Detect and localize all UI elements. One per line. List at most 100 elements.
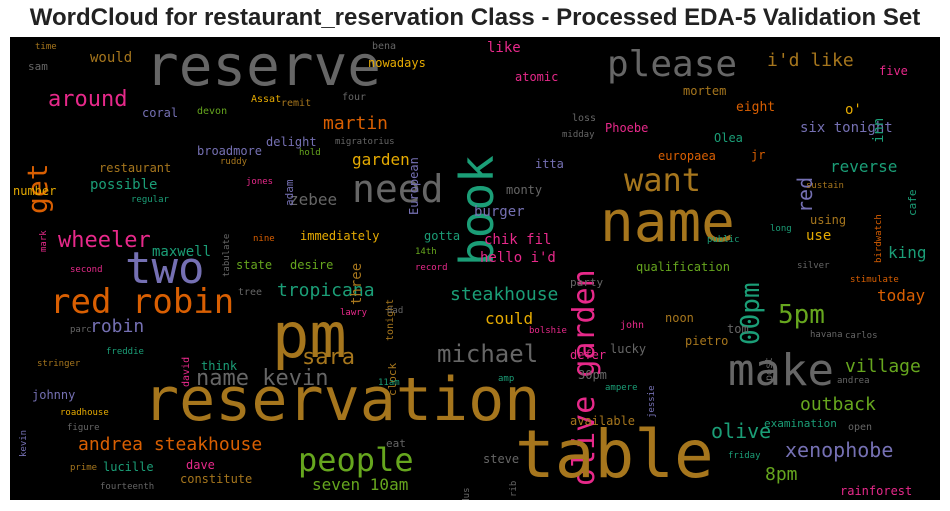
- word-tom: tom: [727, 322, 749, 336]
- word-atomic: atomic: [515, 70, 559, 84]
- word-adam: adam: [283, 179, 296, 206]
- word-john: john: [620, 320, 645, 331]
- word-time: time: [35, 42, 57, 52]
- word-johnny: johnny: [32, 388, 76, 402]
- word-friday: friday: [728, 451, 761, 461]
- word-ampere: ampere: [605, 383, 638, 393]
- word-andrea-steakhouse: andrea steakhouse: [78, 434, 263, 455]
- word-lawry: lawry: [340, 308, 368, 318]
- word-defer: defer: [570, 348, 607, 362]
- word-zebee: zebee: [289, 190, 338, 209]
- word-dave: dave: [186, 458, 215, 472]
- word-noon: noon: [665, 311, 694, 325]
- word-amp: amp: [498, 374, 515, 384]
- word-jones: jones: [246, 177, 274, 187]
- word-using: using: [810, 213, 847, 227]
- word-migratorius: migratorius: [335, 137, 395, 147]
- word-phoebe: Phoebe: [605, 121, 649, 135]
- word-garden: garden: [352, 150, 410, 169]
- word-fourteenth: fourteenth: [100, 482, 155, 492]
- word-tabulate: tabulate: [222, 234, 232, 278]
- word-europaea: europaea: [658, 149, 716, 163]
- word-lucille: lucille: [103, 460, 154, 474]
- word-mortem: mortem: [683, 84, 727, 98]
- word-remit: remit: [281, 98, 312, 109]
- word-second: second: [70, 265, 103, 275]
- word-sam: sam: [28, 60, 48, 73]
- word-public: public: [707, 235, 740, 245]
- word-martin: martin: [323, 113, 389, 134]
- word-silver: silver: [797, 261, 830, 271]
- word-nowadays: nowadays: [368, 56, 426, 70]
- word-rainforest: rainforest: [840, 484, 913, 498]
- word-examination: examination: [764, 417, 837, 430]
- word-constitute: constitute: [180, 472, 253, 486]
- word-11am: 11am: [378, 378, 400, 388]
- word-make: make: [728, 345, 834, 396]
- word-loss: loss: [572, 113, 597, 124]
- word-two: two: [125, 243, 205, 294]
- word-assat: Assat: [251, 94, 282, 105]
- wordcloud-canvas: reserve book olive garden please name i'd lik…: [10, 37, 940, 500]
- word-post: post: [764, 357, 775, 382]
- word-freddie: freddie: [106, 347, 144, 357]
- word-sara: sara: [302, 345, 355, 370]
- word-lucky: lucky: [610, 342, 647, 356]
- chart-title: WordCloud for restaurant_reservation Cla…: [29, 4, 921, 31]
- word-stringer: stringer: [37, 359, 81, 369]
- word-monty: monty: [506, 183, 543, 197]
- word-broadmore: broadmore: [197, 144, 263, 158]
- word-nine: nine: [253, 234, 275, 244]
- word-reserve: reserve: [145, 37, 382, 99]
- word-outback: outback: [800, 394, 876, 415]
- word-want: want: [624, 161, 702, 199]
- word-olea: Olea: [714, 131, 743, 145]
- word-sustain: sustain: [806, 181, 844, 191]
- word-record: record: [415, 263, 448, 273]
- word-immediately: immediately: [300, 229, 380, 243]
- word-today: today: [877, 286, 926, 305]
- word-four: four: [342, 92, 367, 103]
- word-eight: eight: [736, 100, 776, 115]
- word-like: like: [487, 40, 521, 56]
- word-qualification: qualification: [636, 260, 730, 274]
- word-around: around: [48, 87, 128, 112]
- word-gotta: gotta: [424, 229, 461, 243]
- word-would: would: [90, 50, 133, 66]
- word-bolshie: bolshie: [529, 326, 567, 336]
- word-steve: steve: [483, 452, 520, 466]
- word-burger: burger: [474, 204, 525, 220]
- word-coral: coral: [142, 106, 179, 120]
- word-i-d-like: i'd like: [767, 50, 854, 71]
- word-could: could: [485, 309, 534, 328]
- word-inn: inn: [871, 118, 887, 144]
- word-wheeler: wheeler: [58, 228, 151, 253]
- word-cafe: cafe: [906, 189, 919, 216]
- word-six-tonight: six tonight: [800, 120, 893, 136]
- word-figure: figure: [67, 423, 100, 433]
- word-name-kevin: name kevin: [196, 366, 329, 391]
- word-xenophobe: xenophobe: [785, 438, 894, 462]
- word-king: king: [888, 243, 927, 262]
- word-8pm: 8pm: [765, 464, 798, 485]
- word-parc: parc: [70, 325, 92, 335]
- word-red-robin: red robin: [50, 282, 235, 322]
- word-5pm: 5pm: [778, 300, 825, 330]
- word-mark: mark: [39, 230, 49, 252]
- word-jr: jr: [751, 148, 766, 162]
- word-tree: tree: [238, 287, 263, 298]
- word-pietro: pietro: [685, 334, 729, 348]
- word-david: david: [181, 357, 192, 388]
- word-available: available: [570, 414, 636, 428]
- word-number: number: [13, 184, 57, 198]
- word-seven-10am: seven 10am: [312, 475, 409, 494]
- word-jessie: jessie: [647, 385, 657, 418]
- word-open: open: [848, 422, 873, 433]
- word-havana: havana: [810, 330, 843, 340]
- word-restaurant: restaurant: [99, 161, 172, 175]
- word-village: village: [845, 356, 921, 377]
- word-eat: eat: [386, 437, 406, 450]
- word-hold: hold: [299, 148, 321, 158]
- word-reverse: reverse: [830, 157, 898, 176]
- word-maxwell: maxwell: [152, 244, 212, 260]
